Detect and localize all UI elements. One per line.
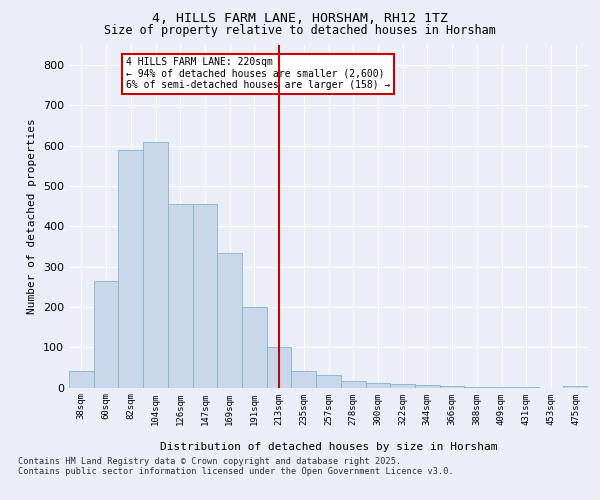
Bar xyxy=(69,370,94,388)
Text: 4, HILLS FARM LANE, HORSHAM, RH12 1TZ: 4, HILLS FARM LANE, HORSHAM, RH12 1TZ xyxy=(152,12,448,26)
Bar xyxy=(464,386,489,388)
Text: Distribution of detached houses by size in Horsham: Distribution of detached houses by size … xyxy=(160,442,497,452)
Bar xyxy=(415,386,440,388)
Bar xyxy=(168,204,193,388)
Bar xyxy=(316,376,341,388)
Text: Contains public sector information licensed under the Open Government Licence v3: Contains public sector information licen… xyxy=(18,467,454,476)
Text: Size of property relative to detached houses in Horsham: Size of property relative to detached ho… xyxy=(104,24,496,37)
Text: Contains HM Land Registry data © Crown copyright and database right 2025.: Contains HM Land Registry data © Crown c… xyxy=(18,457,401,466)
Bar xyxy=(242,307,267,388)
Bar xyxy=(94,280,118,388)
Y-axis label: Number of detached properties: Number of detached properties xyxy=(28,118,37,314)
Bar xyxy=(143,142,168,388)
Bar xyxy=(563,386,588,388)
Bar xyxy=(217,252,242,388)
Bar xyxy=(193,204,217,388)
Bar xyxy=(390,384,415,388)
Bar xyxy=(365,382,390,388)
Bar xyxy=(341,382,365,388)
Bar xyxy=(440,386,464,388)
Bar xyxy=(292,372,316,388)
Bar xyxy=(267,347,292,388)
Text: 4 HILLS FARM LANE: 220sqm
← 94% of detached houses are smaller (2,600)
6% of sem: 4 HILLS FARM LANE: 220sqm ← 94% of detac… xyxy=(126,57,390,90)
Bar xyxy=(118,150,143,388)
